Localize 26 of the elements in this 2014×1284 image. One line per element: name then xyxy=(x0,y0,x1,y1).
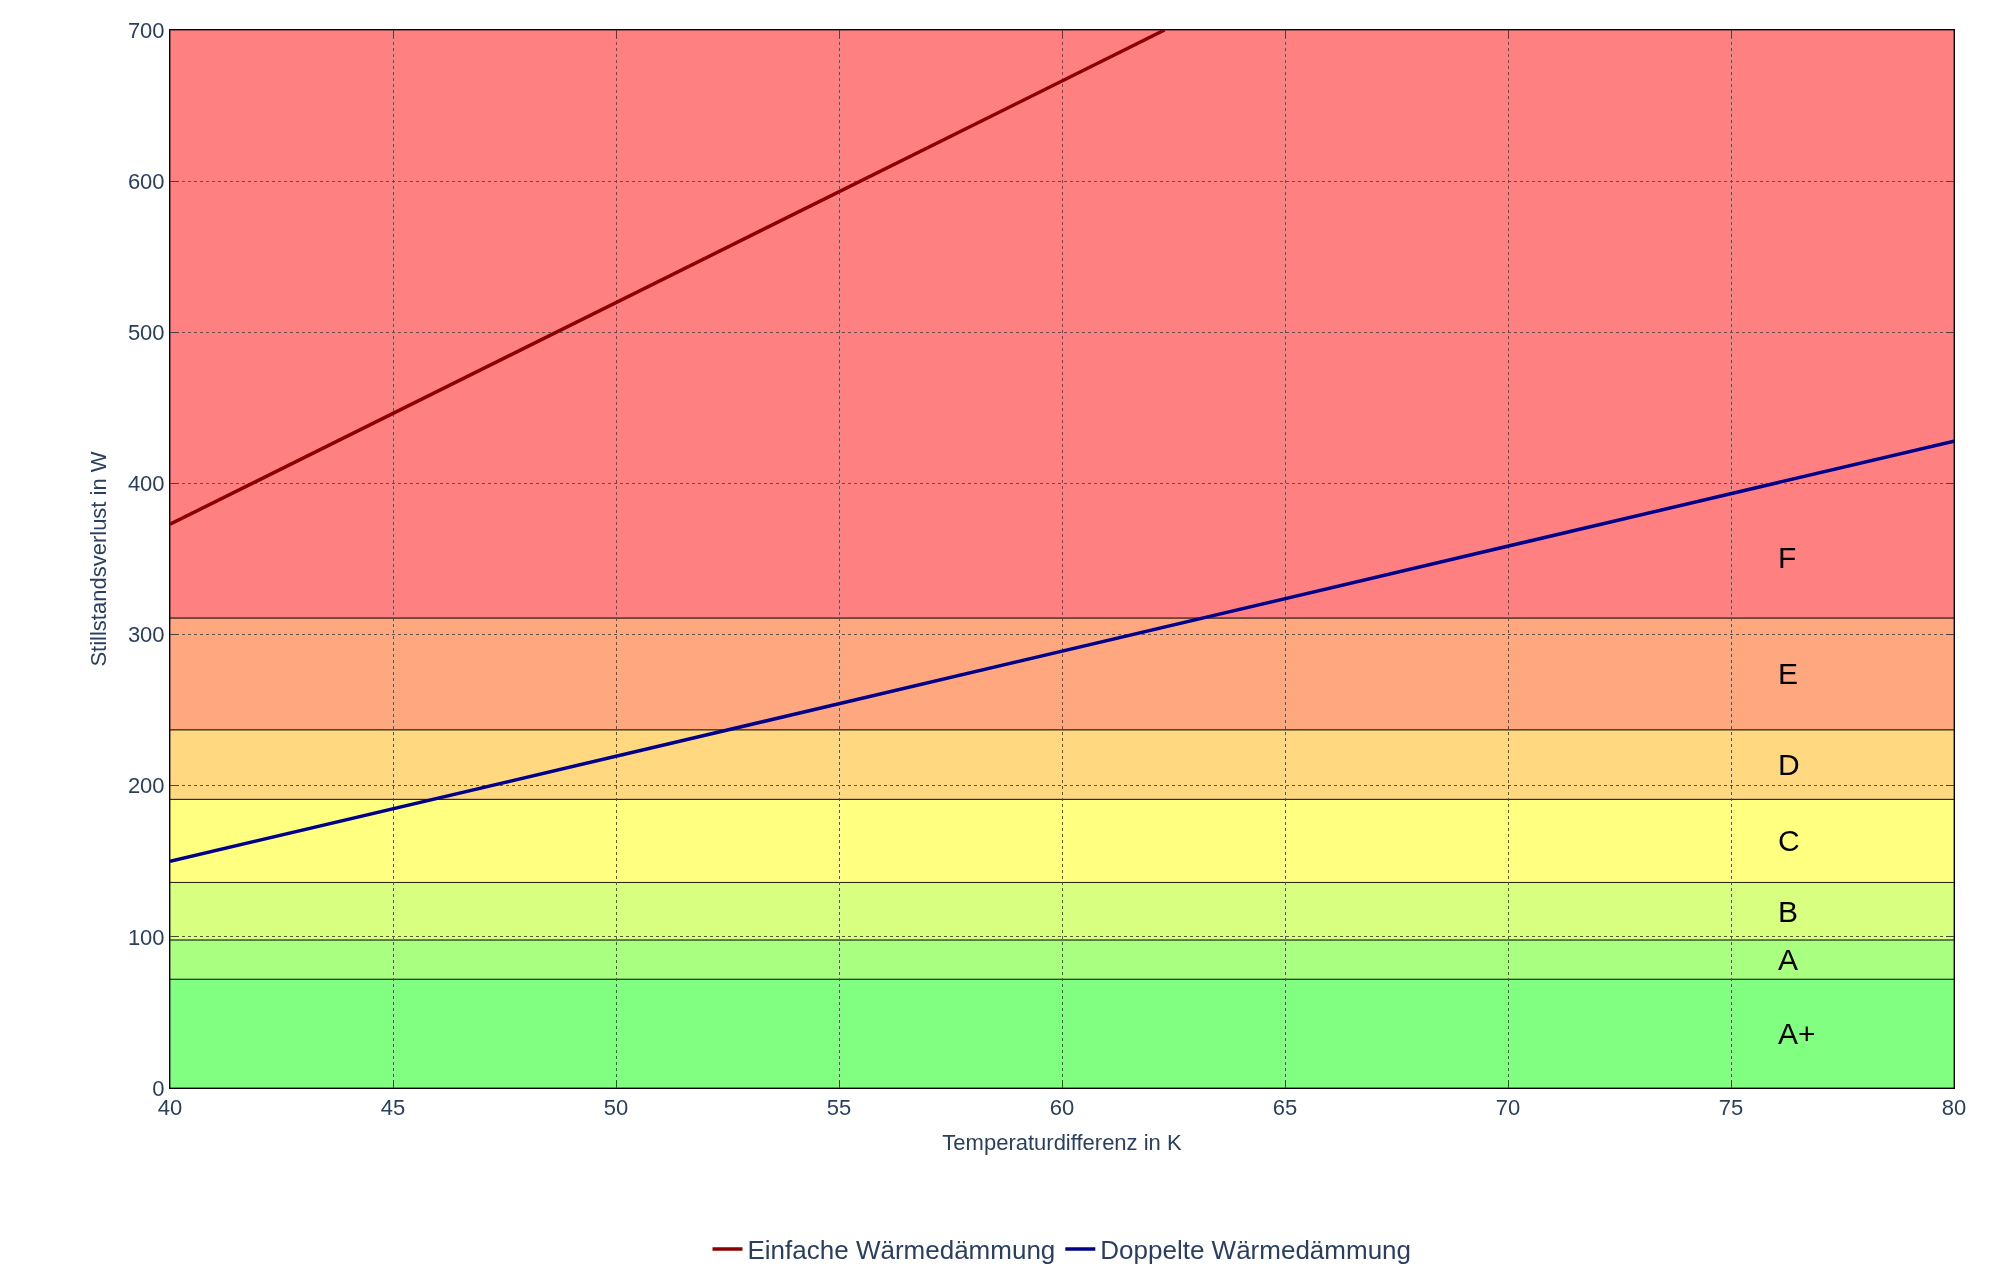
y-tick-label: 200 xyxy=(127,773,165,799)
y-tick-label: 500 xyxy=(127,319,165,345)
x-tick-label: 60 xyxy=(1049,1095,1075,1121)
x-axis-title: Temperaturdifferenz in K xyxy=(942,1130,1182,1156)
x-tick-label: 65 xyxy=(1272,1095,1298,1121)
band-label: E xyxy=(1778,657,1799,690)
band-label: B xyxy=(1778,895,1799,928)
band-label: C xyxy=(1778,824,1800,857)
x-tick-label: 70 xyxy=(1495,1095,1521,1121)
y-tick-label: 400 xyxy=(127,471,165,497)
band-label: F xyxy=(1778,541,1797,574)
band-label: D xyxy=(1778,748,1800,781)
band-label: A+ xyxy=(1778,1017,1816,1050)
band-label: A xyxy=(1778,943,1799,976)
legend-label: Doppelte Wärmedämmung xyxy=(1100,1235,1412,1266)
legend-label: Einfache Wärmedämmung xyxy=(747,1235,1056,1266)
y-tick-label: 700 xyxy=(127,17,165,43)
x-tick-label: 45 xyxy=(380,1095,406,1121)
x-tick-label: 50 xyxy=(603,1095,629,1121)
y-tick-label: 300 xyxy=(127,622,165,648)
x-tick-label: 80 xyxy=(1941,1095,1967,1121)
x-tick-label: 55 xyxy=(826,1095,852,1121)
y-tick-label: 600 xyxy=(127,168,165,194)
y-tick-label: 100 xyxy=(127,924,165,950)
x-tick-label: 75 xyxy=(1718,1095,1744,1121)
y-axis-title: Stillstandsverlust in W xyxy=(85,451,111,667)
